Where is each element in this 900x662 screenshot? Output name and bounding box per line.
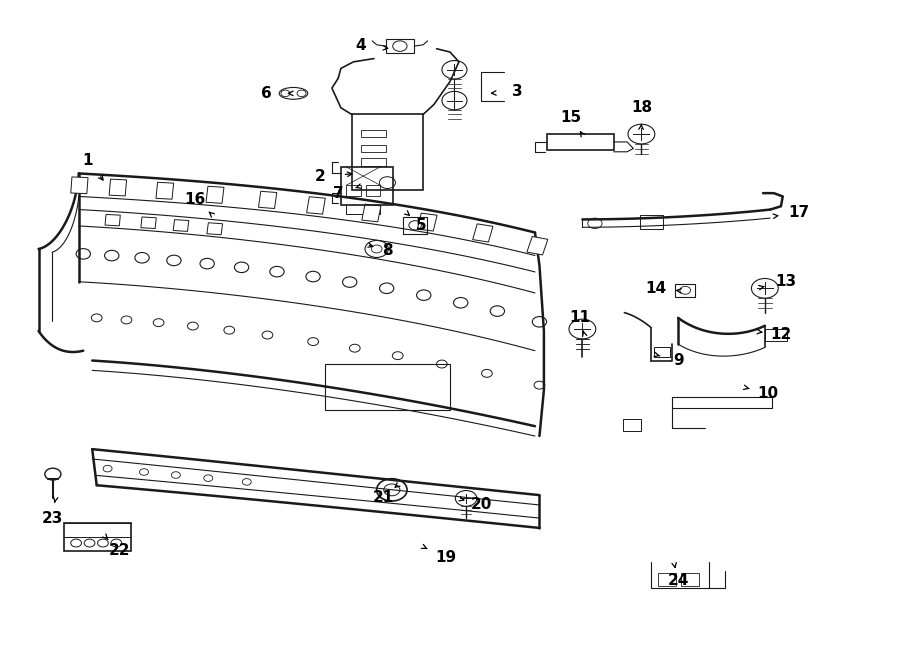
- Text: 10: 10: [757, 386, 778, 401]
- Text: 21: 21: [373, 490, 393, 504]
- Text: 1: 1: [83, 153, 93, 168]
- Bar: [341, 167, 392, 205]
- Text: 6: 6: [261, 86, 272, 101]
- Bar: [366, 185, 380, 196]
- Bar: [361, 130, 385, 137]
- Text: 23: 23: [41, 510, 63, 526]
- Bar: [307, 197, 325, 214]
- Bar: [361, 158, 385, 166]
- Text: 22: 22: [108, 544, 130, 559]
- Text: 20: 20: [471, 497, 492, 512]
- Bar: [206, 186, 224, 203]
- Bar: [64, 524, 130, 551]
- Bar: [362, 204, 381, 222]
- Bar: [346, 185, 361, 196]
- Text: 5: 5: [416, 218, 427, 234]
- Bar: [472, 224, 493, 242]
- Text: 8: 8: [382, 244, 392, 258]
- Bar: [640, 214, 663, 229]
- Bar: [654, 347, 670, 357]
- Bar: [109, 179, 127, 196]
- Bar: [258, 191, 277, 209]
- Text: 9: 9: [673, 353, 683, 368]
- Text: 18: 18: [632, 101, 652, 115]
- Text: 12: 12: [770, 327, 792, 342]
- Bar: [156, 182, 174, 199]
- Text: 16: 16: [184, 192, 206, 207]
- Text: 2: 2: [315, 169, 326, 184]
- Text: 4: 4: [356, 38, 366, 53]
- Bar: [526, 236, 548, 255]
- Bar: [385, 39, 414, 54]
- Bar: [71, 177, 88, 193]
- Bar: [105, 214, 121, 226]
- Bar: [659, 573, 676, 586]
- Bar: [361, 144, 385, 152]
- Text: 3: 3: [512, 84, 522, 99]
- Text: 15: 15: [560, 110, 581, 125]
- Bar: [325, 364, 450, 410]
- Bar: [546, 134, 614, 150]
- Bar: [403, 216, 427, 234]
- Bar: [352, 115, 423, 190]
- Text: 19: 19: [435, 550, 456, 565]
- Bar: [765, 329, 788, 341]
- Bar: [675, 284, 695, 297]
- Text: 14: 14: [645, 281, 666, 296]
- Text: 24: 24: [668, 573, 688, 588]
- Bar: [680, 573, 698, 586]
- Bar: [207, 222, 222, 235]
- Text: 13: 13: [775, 274, 796, 289]
- Bar: [623, 419, 641, 431]
- Text: 11: 11: [569, 310, 590, 325]
- Bar: [173, 220, 189, 232]
- Text: 17: 17: [788, 205, 809, 220]
- Bar: [418, 213, 437, 231]
- Bar: [141, 217, 157, 228]
- Text: 7: 7: [333, 185, 344, 201]
